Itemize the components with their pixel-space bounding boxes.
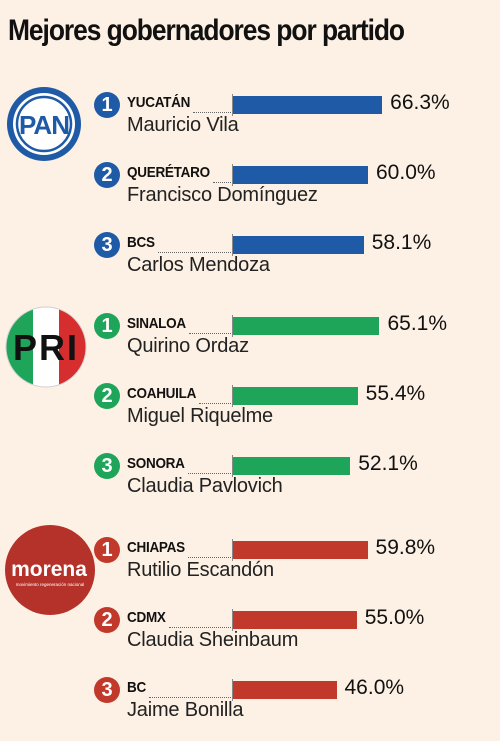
state-label: YUCATÁN — [127, 94, 191, 111]
bar-baseline — [232, 679, 233, 701]
state-label: QUERÉTARO — [127, 164, 210, 181]
chart-title: Mejores gobernadores por partido — [8, 14, 405, 47]
value-label: 65.1% — [387, 312, 448, 335]
state-label: SONORA — [127, 455, 185, 472]
rank-badge: 3 — [94, 453, 120, 479]
bar-row: 3 BC 46.0% Jaime Bonilla — [0, 676, 500, 737]
governor-name: Francisco Domínguez — [127, 184, 318, 206]
governor-name: Claudia Pavlovich — [127, 475, 283, 497]
bar-row: 2 COAHUILA 55.4% Miguel Riquelme — [0, 382, 500, 443]
leader-dots — [187, 473, 231, 474]
bar-baseline — [232, 539, 233, 561]
value-label: 60.0% — [376, 161, 436, 184]
pri-logo: PRI — [5, 306, 87, 388]
rank-badge: 1 — [94, 537, 120, 563]
bar-row: 1 SINALOA 65.1% Quirino Ordaz — [0, 312, 500, 373]
bar — [233, 317, 380, 335]
bar-row: 2 QUERÉTARO 60.0% Francisco Domínguez — [0, 161, 500, 222]
bar-row: 1 CHIAPAS 59.8% Rutilio Escandón — [0, 536, 500, 597]
bar-row: 3 BCS 58.1% Carlos Mendoza — [0, 231, 500, 292]
governor-name: Carlos Mendoza — [127, 254, 270, 276]
state-label: COAHUILA — [127, 385, 197, 402]
rank-badge: 3 — [94, 232, 120, 258]
value-label: 52.1% — [358, 452, 418, 475]
rank-badge: 3 — [94, 677, 120, 703]
bar-baseline — [232, 164, 233, 186]
governor-name: Jaime Bonilla — [127, 699, 244, 721]
bar — [233, 96, 383, 114]
value-label: 58.1% — [371, 231, 432, 254]
state-label: SINALOA — [127, 315, 186, 332]
pan-logo: PAN — [7, 87, 81, 161]
pri-logo-text: PRI — [13, 327, 79, 368]
rank-badge: 1 — [94, 313, 120, 339]
governor-name: Quirino Ordaz — [127, 335, 249, 357]
rank-badge: 2 — [94, 162, 120, 188]
leader-dots — [193, 112, 231, 113]
bar — [233, 236, 364, 254]
bar-baseline — [232, 315, 233, 337]
value-label: 46.0% — [344, 676, 405, 699]
bar — [233, 387, 358, 405]
leader-dots — [188, 333, 231, 334]
bar-baseline — [232, 234, 233, 256]
bar-row: 2 CDMX 55.0% Claudia Sheinbaum — [0, 606, 500, 667]
leader-dots — [212, 182, 231, 183]
state-label: CHIAPAS — [127, 539, 185, 556]
governor-name: Miguel Riquelme — [127, 405, 273, 427]
state-label: BC — [127, 679, 146, 696]
morena-logo-subtitle: movimiento regeneración nacional — [16, 582, 85, 587]
leader-dots — [168, 627, 231, 628]
bar-baseline — [232, 609, 233, 631]
state-label: CDMX — [127, 609, 166, 626]
morena-logo: morena movimiento regeneración nacional — [5, 525, 95, 615]
bar — [233, 681, 337, 699]
governor-name: Rutilio Escandón — [127, 559, 274, 581]
bar — [233, 611, 357, 629]
rank-badge: 2 — [94, 383, 120, 409]
governor-name: Mauricio Vila — [127, 114, 239, 136]
leader-dots — [199, 403, 231, 404]
value-label: 59.8% — [375, 536, 436, 559]
bar-baseline — [232, 455, 233, 477]
leader-dots — [157, 252, 231, 253]
leader-dots — [187, 557, 231, 558]
leader-dots — [148, 697, 231, 698]
morena-logo-text: morena — [11, 558, 87, 581]
bar — [233, 541, 368, 559]
value-label: 55.4% — [365, 382, 426, 405]
rank-badge: 2 — [94, 607, 120, 633]
state-label: BCS — [127, 234, 155, 251]
rank-badge: 1 — [94, 92, 120, 118]
bar — [233, 166, 368, 184]
bar-row: 1 YUCATÁN 66.3% Mauricio Vila — [0, 91, 500, 152]
bar — [233, 457, 351, 475]
bar-baseline — [232, 385, 233, 407]
pan-logo-text: PAN — [19, 110, 69, 140]
value-label: 55.0% — [364, 606, 425, 629]
governor-name: Claudia Sheinbaum — [127, 629, 299, 651]
bar-baseline — [232, 94, 233, 116]
value-label: 66.3% — [390, 91, 450, 114]
bar-row: 3 SONORA 52.1% Claudia Pavlovich — [0, 452, 500, 513]
